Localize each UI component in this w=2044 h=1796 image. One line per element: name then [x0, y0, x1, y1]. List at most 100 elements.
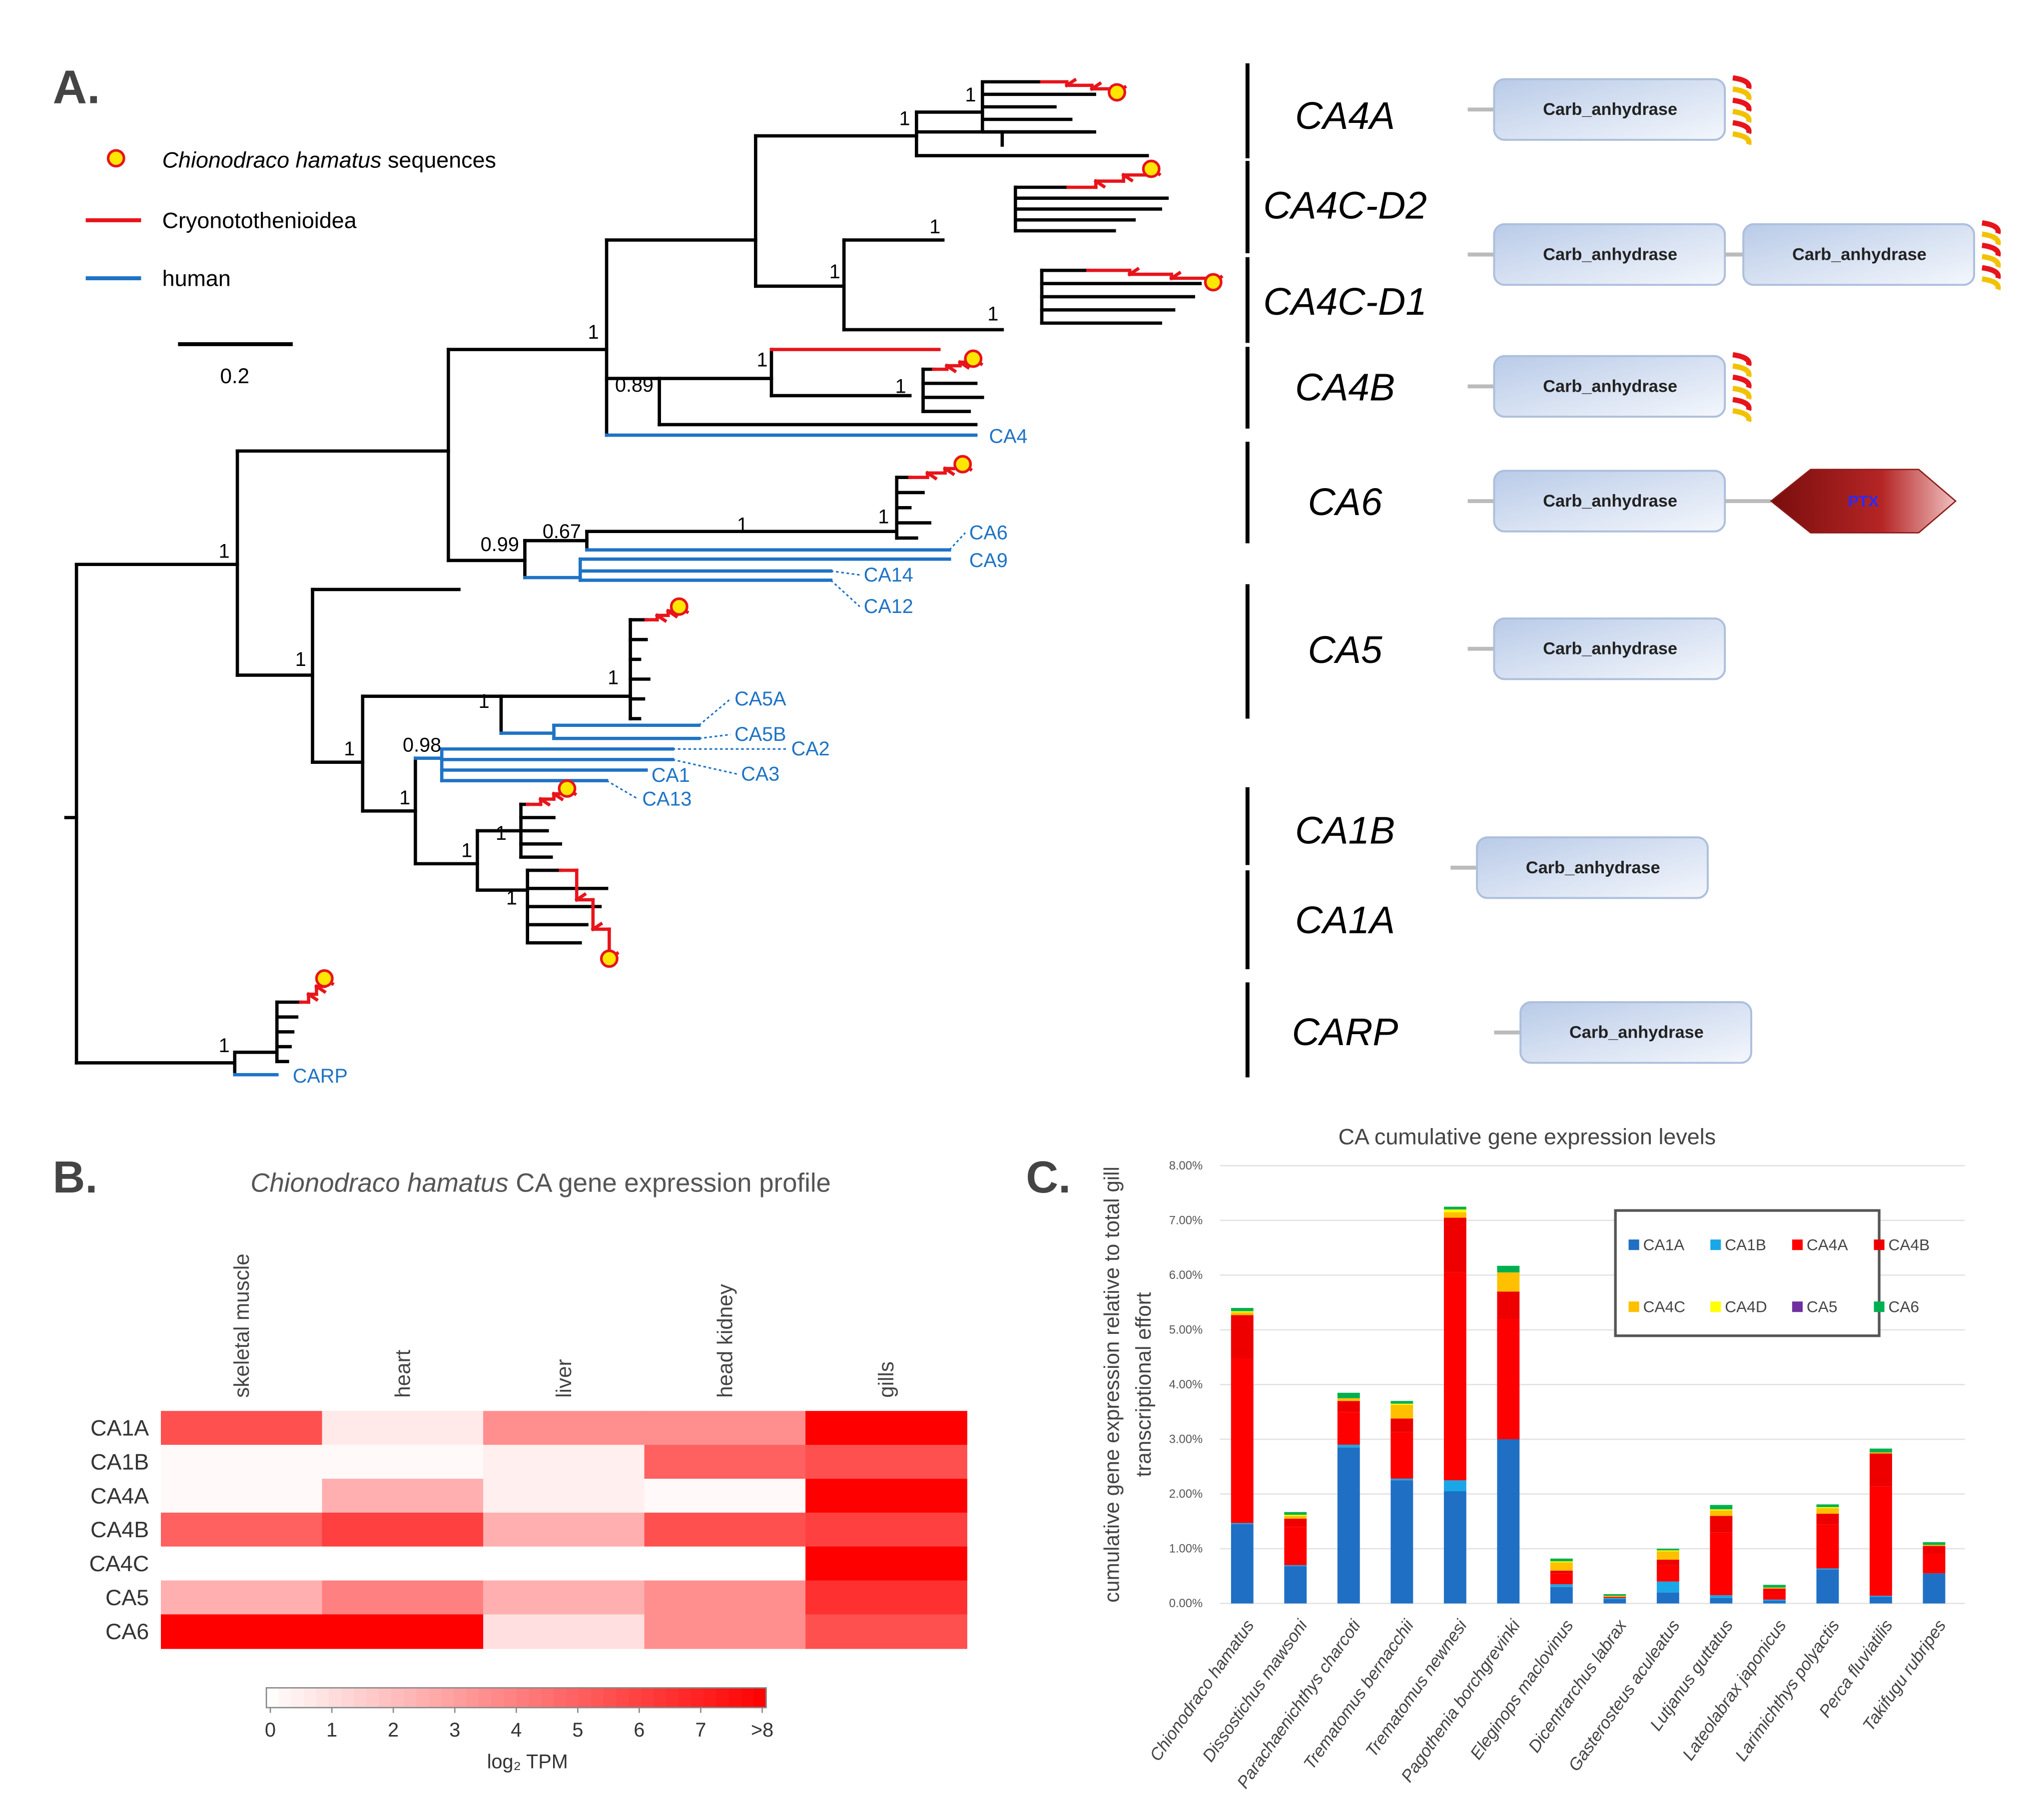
bar-segment — [1603, 1597, 1626, 1598]
heat-cell — [644, 1546, 806, 1581]
heat-cell — [483, 1512, 645, 1548]
colorbar-step — [441, 1688, 455, 1708]
domain-label: Carb_anhydrase — [1792, 245, 1927, 264]
leaf-label: CA6 — [969, 522, 1008, 544]
colorbar-step — [479, 1688, 492, 1708]
legend-swatch — [1710, 1239, 1721, 1250]
bar-segment — [1710, 1505, 1733, 1510]
heat-cell — [644, 1580, 806, 1615]
heat-cell — [805, 1512, 967, 1548]
heat-cell — [805, 1411, 967, 1446]
legend-text: human — [162, 266, 231, 291]
bar-segment — [1337, 1444, 1360, 1448]
clade-label: CA1A — [1295, 899, 1395, 942]
row-label: CA1A — [90, 1415, 149, 1441]
bar-segment — [1656, 1550, 1679, 1552]
sequence-dot — [1108, 83, 1127, 102]
clade-label: CA4A — [1295, 95, 1395, 137]
bar-segment — [1923, 1573, 1946, 1604]
heat-cell — [161, 1546, 323, 1581]
colorbar-step — [629, 1688, 642, 1708]
heat-cell — [322, 1512, 484, 1548]
leaf-label: CA12 — [864, 596, 913, 617]
bar-segment — [1763, 1587, 1786, 1589]
domain-label: Carb_anhydrase — [1543, 492, 1677, 511]
colorbar-step — [266, 1688, 280, 1708]
support-value: 1 — [965, 84, 976, 106]
legend-swatch — [1874, 1301, 1885, 1312]
leaf-label: CA5B — [734, 723, 786, 745]
bar-segment — [1390, 1478, 1413, 1481]
colorbar-step — [741, 1688, 754, 1708]
row-label: CA1B — [90, 1449, 149, 1475]
support-value: 1 — [878, 506, 889, 528]
colorbar-tick-label: >8 — [751, 1719, 773, 1741]
bar-segment — [1603, 1594, 1626, 1596]
bar-segment — [1923, 1554, 1946, 1574]
sequence-dot — [1142, 159, 1161, 178]
bar-segment — [1923, 1546, 1946, 1554]
support-value: 1 — [757, 349, 768, 371]
bar-segment — [1870, 1448, 1892, 1453]
y-tick-label: 6.00% — [1169, 1268, 1203, 1282]
colorbar-step — [604, 1688, 617, 1708]
colorbar-step — [391, 1688, 405, 1708]
bar-segment — [1656, 1549, 1679, 1551]
domain — [1519, 1001, 1753, 1064]
colorbar-tick-label: 4 — [511, 1719, 522, 1741]
x-tick-label: Trematomus newnesi — [1362, 1616, 1471, 1760]
helix — [1732, 75, 1752, 89]
x-tick-label: Lateolabrax japonicus — [1679, 1617, 1790, 1764]
bar-segment — [1763, 1599, 1786, 1601]
legend-swatch — [1710, 1301, 1721, 1312]
leaf-connector — [830, 580, 860, 607]
colorbar-step — [429, 1688, 442, 1708]
bar-segment — [1656, 1581, 1679, 1593]
support-value: 0.67 — [543, 521, 581, 543]
support-value: 1 — [219, 1035, 230, 1057]
heat-cell — [483, 1411, 645, 1446]
colorbar-step — [354, 1688, 367, 1708]
support-value: 0.98 — [403, 734, 441, 756]
column-label: liver — [552, 1359, 576, 1397]
heat-cell — [483, 1445, 645, 1480]
bar-segment — [1923, 1545, 1946, 1546]
colorbar-step — [579, 1688, 592, 1708]
bar-segment — [1231, 1358, 1254, 1523]
leaf-connector — [698, 698, 731, 726]
column-label: head kidney — [713, 1283, 736, 1398]
bar-segment — [1603, 1596, 1626, 1597]
sequence-dot — [953, 455, 972, 474]
sequence-dot — [1204, 273, 1223, 292]
clade-label: CA4C-D1 — [1263, 281, 1426, 323]
bar-segment — [1337, 1412, 1360, 1445]
legend-label: CA4B — [1889, 1236, 1930, 1254]
heat-cell — [805, 1445, 967, 1480]
heat-cell — [161, 1512, 323, 1548]
x-tick-label: Larimichthys polyactis — [1732, 1617, 1844, 1765]
support-value: 1 — [895, 375, 906, 397]
bar-segment — [1603, 1598, 1626, 1599]
colorbar-step — [504, 1688, 517, 1708]
leaf-connector — [830, 570, 860, 576]
row-label: CA4B — [90, 1517, 149, 1542]
bar-segment — [1816, 1504, 1839, 1507]
bar-segment — [1550, 1587, 1573, 1604]
y-tick-label: 4.00% — [1169, 1378, 1203, 1391]
colorbar-step — [379, 1688, 392, 1708]
helix — [1732, 408, 1752, 423]
title-species: Chionodraco hamatus — [250, 1168, 508, 1197]
domain — [1476, 836, 1709, 899]
chart-title: CA cumulative gene expression levels — [1339, 1124, 1716, 1150]
bar-segment — [1284, 1512, 1307, 1515]
bar-segment — [1443, 1272, 1466, 1481]
x-tick-label: Chionodraco hamatus — [1146, 1617, 1258, 1765]
colorbar-step — [679, 1688, 692, 1708]
colorbar-tick-label: 0 — [265, 1719, 276, 1741]
heat-cell — [483, 1478, 645, 1514]
bar-segment — [1443, 1480, 1466, 1492]
colorbar-step — [566, 1688, 580, 1708]
bar-segment — [1443, 1212, 1466, 1218]
